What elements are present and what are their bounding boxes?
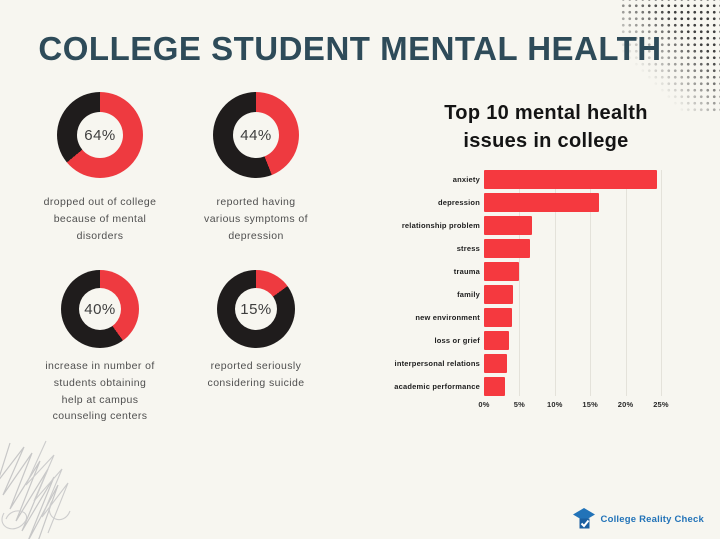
axis-tick-label: 10% — [546, 400, 563, 409]
bar-track — [484, 239, 661, 258]
x-axis: 0% 5% 10% 15% 20% 25% — [390, 400, 702, 412]
bar-trauma — [484, 262, 520, 281]
bar-stress — [484, 239, 531, 258]
donut-percent-label: 40% — [84, 300, 116, 318]
gridline — [554, 170, 556, 396]
gridline — [519, 170, 521, 396]
bar-row: academic performance — [390, 377, 702, 396]
axis-tick-label: 0% — [478, 400, 490, 409]
bar-row: stress — [390, 239, 702, 258]
axis-tick-label: 25% — [653, 400, 669, 409]
donut-chart-15: 15% — [217, 270, 295, 348]
stat-card-counseling: 40% increase in number of students obtai… — [19, 270, 181, 425]
bar-loss-or-grief — [484, 331, 509, 350]
bar-row: family — [390, 285, 702, 304]
bar-row: new environment — [390, 308, 702, 327]
donut-chart-64: 64% — [57, 92, 143, 178]
graduation-cap-icon — [572, 508, 595, 529]
gridline — [590, 170, 592, 396]
stat-caption: dropped out of college because of mental… — [43, 196, 157, 242]
bar-category-label: depression — [437, 198, 480, 207]
chart-title: Top 10 mental health issues in college — [444, 102, 648, 152]
stat-card-depression: 44% reported having various symptoms of … — [175, 92, 337, 244]
donut-hole: 40% — [79, 288, 121, 330]
brand-footer: College Reality Check — [572, 507, 704, 531]
bar-row: interpersonal relations — [390, 354, 702, 373]
bar-relationship-problem — [484, 216, 533, 235]
bar-row: relationship problem — [390, 216, 702, 235]
bar-category-label: relationship problem — [401, 221, 480, 230]
bar-category-label: academic performance — [394, 382, 480, 391]
donut-hole: 64% — [77, 112, 123, 158]
bar-category-label: new environment — [415, 313, 480, 322]
bar-row: depression — [390, 193, 702, 212]
bar-category-label: interpersonal relations — [394, 359, 480, 368]
bar-row: loss or grief — [390, 331, 702, 350]
donut-percent-label: 15% — [240, 300, 272, 318]
stat-card-dropout: 64% dropped out of college because of me… — [19, 92, 181, 244]
donut-percent-label: 44% — [240, 126, 272, 144]
bar-row: trauma — [390, 262, 702, 281]
bar-category-label: trauma — [453, 267, 480, 276]
bar-chart-panel: Top 10 mental health issues in college a… — [390, 99, 702, 412]
gridline — [625, 170, 627, 396]
brand-name: College Reality Check — [600, 513, 704, 525]
donut-percent-label: 64% — [84, 126, 116, 144]
axis-tick-label: 20% — [617, 400, 634, 409]
pencil-scribble — [0, 440, 71, 539]
stat-card-suicide: 15% reported seriously considering suici… — [175, 270, 337, 392]
bar-row: anxiety — [390, 170, 702, 189]
bar-category-label: loss or grief — [434, 336, 480, 345]
donut-chart-40: 40% — [61, 270, 139, 348]
bar-category-label: anxiety — [452, 175, 480, 184]
bar-track — [484, 377, 661, 396]
bar-track — [484, 354, 661, 373]
halftone-dots-pattern — [620, 0, 720, 114]
bar-track — [484, 262, 661, 281]
bar-track — [484, 331, 661, 350]
bar-new-environment — [484, 308, 512, 327]
bar-interpersonal-relations — [484, 354, 507, 373]
bar-category-label: stress — [456, 244, 480, 253]
stat-caption: reported having various symptoms of depr… — [204, 196, 308, 242]
donut-chart-44: 44% — [213, 92, 299, 178]
bar-depression — [484, 193, 600, 212]
donut-hole: 44% — [233, 112, 279, 158]
bar-family — [484, 285, 514, 304]
bar-track — [484, 308, 661, 327]
bar-chart-plot: anxiety depression relationship problem str… — [390, 170, 702, 396]
axis-tick-label: 15% — [582, 400, 598, 409]
bar-track — [484, 285, 661, 304]
gridline — [661, 170, 662, 396]
axis-tick-label: 5% — [513, 400, 526, 409]
bar-category-label: family — [457, 290, 480, 299]
bar-academic-performance — [484, 377, 506, 396]
bar-track — [484, 193, 661, 212]
stat-caption: reported seriously considering suicide — [207, 360, 305, 389]
bar-anxiety — [484, 170, 658, 189]
donut-hole: 15% — [235, 288, 277, 330]
bar-track — [484, 216, 661, 235]
stat-caption: increase in number of students obtaining… — [45, 360, 155, 423]
page-title: COLLEGE STUDENT MENTAL HEALTH — [38, 30, 662, 67]
bar-track — [484, 170, 661, 189]
